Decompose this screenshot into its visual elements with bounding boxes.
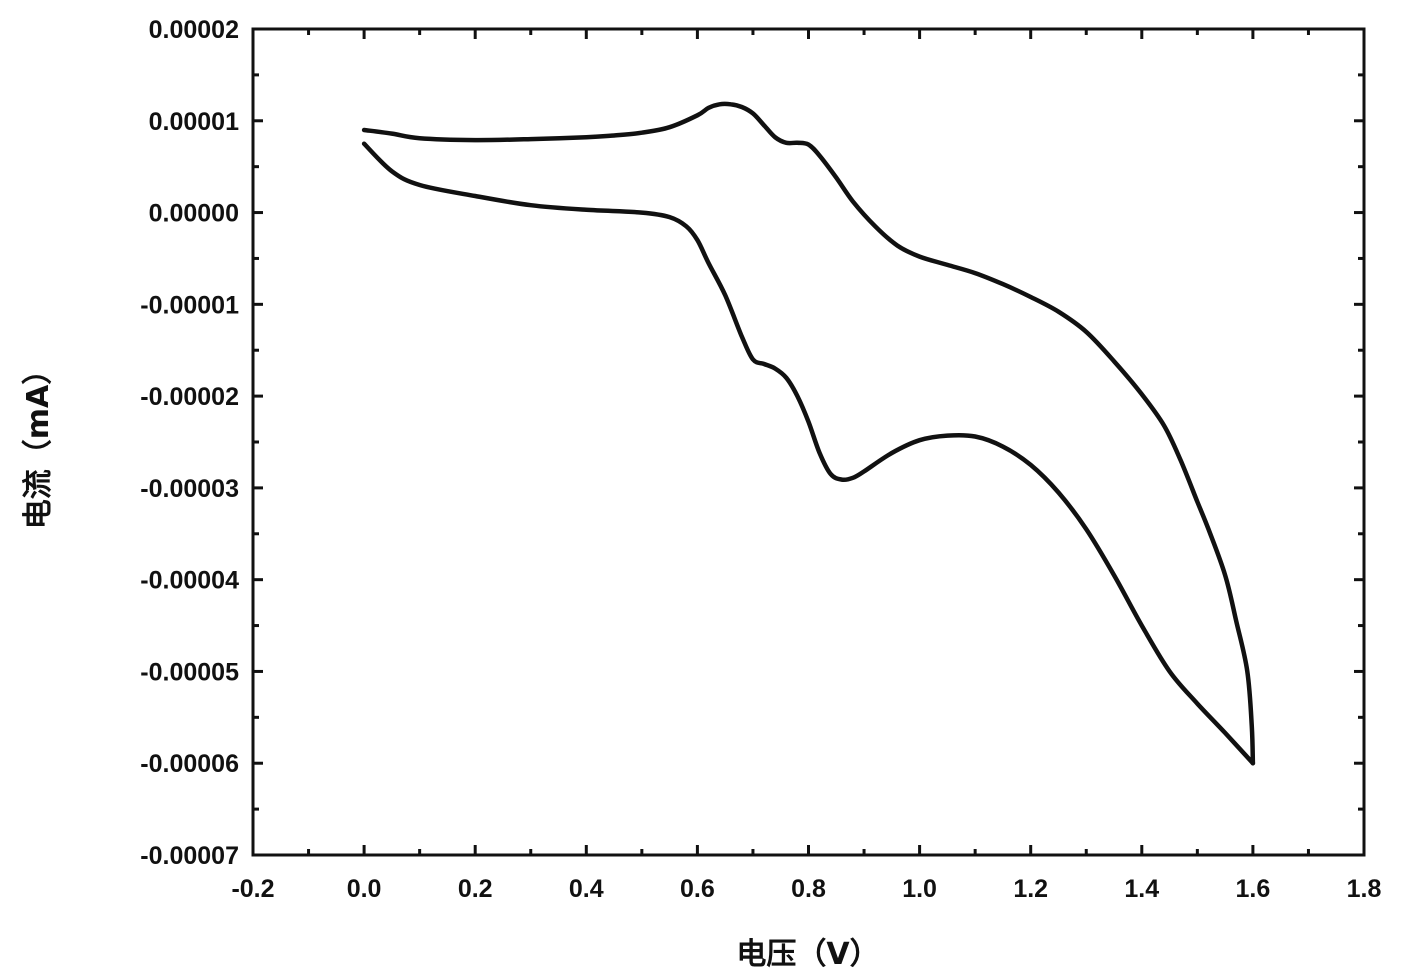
y-tick-label: -0.00005 xyxy=(140,658,239,686)
x-tick-label: 0.2 xyxy=(458,875,493,903)
x-tick-label: 1.2 xyxy=(1013,875,1048,903)
y-tick-label: -0.00004 xyxy=(140,567,239,595)
y-tick-label: -0.00001 xyxy=(140,291,239,319)
cv-sweep-1 xyxy=(361,141,1256,766)
y-axis-ticks xyxy=(253,27,1364,857)
x-tick-label: 1.4 xyxy=(1124,875,1159,903)
x-axis-tick-labels: -0.2 0.0 0.2 0.4 0.6 0.8 1.0 1.2 1.4 1.6 1.8 xyxy=(231,875,1381,903)
x-tick-label: 0.4 xyxy=(569,875,604,903)
y-tick-label: -0.00002 xyxy=(140,383,239,411)
x-tick-label: 1.6 xyxy=(1236,875,1271,903)
plot-frame xyxy=(251,27,1366,857)
y-tick-label: 0.00000 xyxy=(149,200,239,228)
x-axis-ticks xyxy=(251,29,1366,855)
cv-sweep-2 xyxy=(361,101,1256,766)
x-tick-label: 1.0 xyxy=(902,875,937,903)
y-tick-label: 0.00001 xyxy=(149,108,239,136)
x-tick-label: -0.2 xyxy=(231,875,274,903)
x-tick-label: 0.0 xyxy=(347,875,382,903)
y-tick-label: 0.00002 xyxy=(149,16,239,44)
y-tick-label: -0.00007 xyxy=(140,842,239,870)
y-axis-tick-labels: -0.00007 -0.00006 -0.00005 -0.00004 -0.00003… xyxy=(140,16,239,870)
y-tick-label: -0.00003 xyxy=(140,475,239,503)
x-tick-label: 0.8 xyxy=(791,875,826,903)
series-group xyxy=(361,101,1256,766)
x-axis-title: 电压（V） xyxy=(736,937,879,972)
x-tick-label: 1.8 xyxy=(1347,875,1382,903)
y-axis-title: 电流（mA） xyxy=(21,355,56,529)
x-tick-label: 0.6 xyxy=(680,875,715,903)
y-tick-label: -0.00006 xyxy=(140,750,239,778)
